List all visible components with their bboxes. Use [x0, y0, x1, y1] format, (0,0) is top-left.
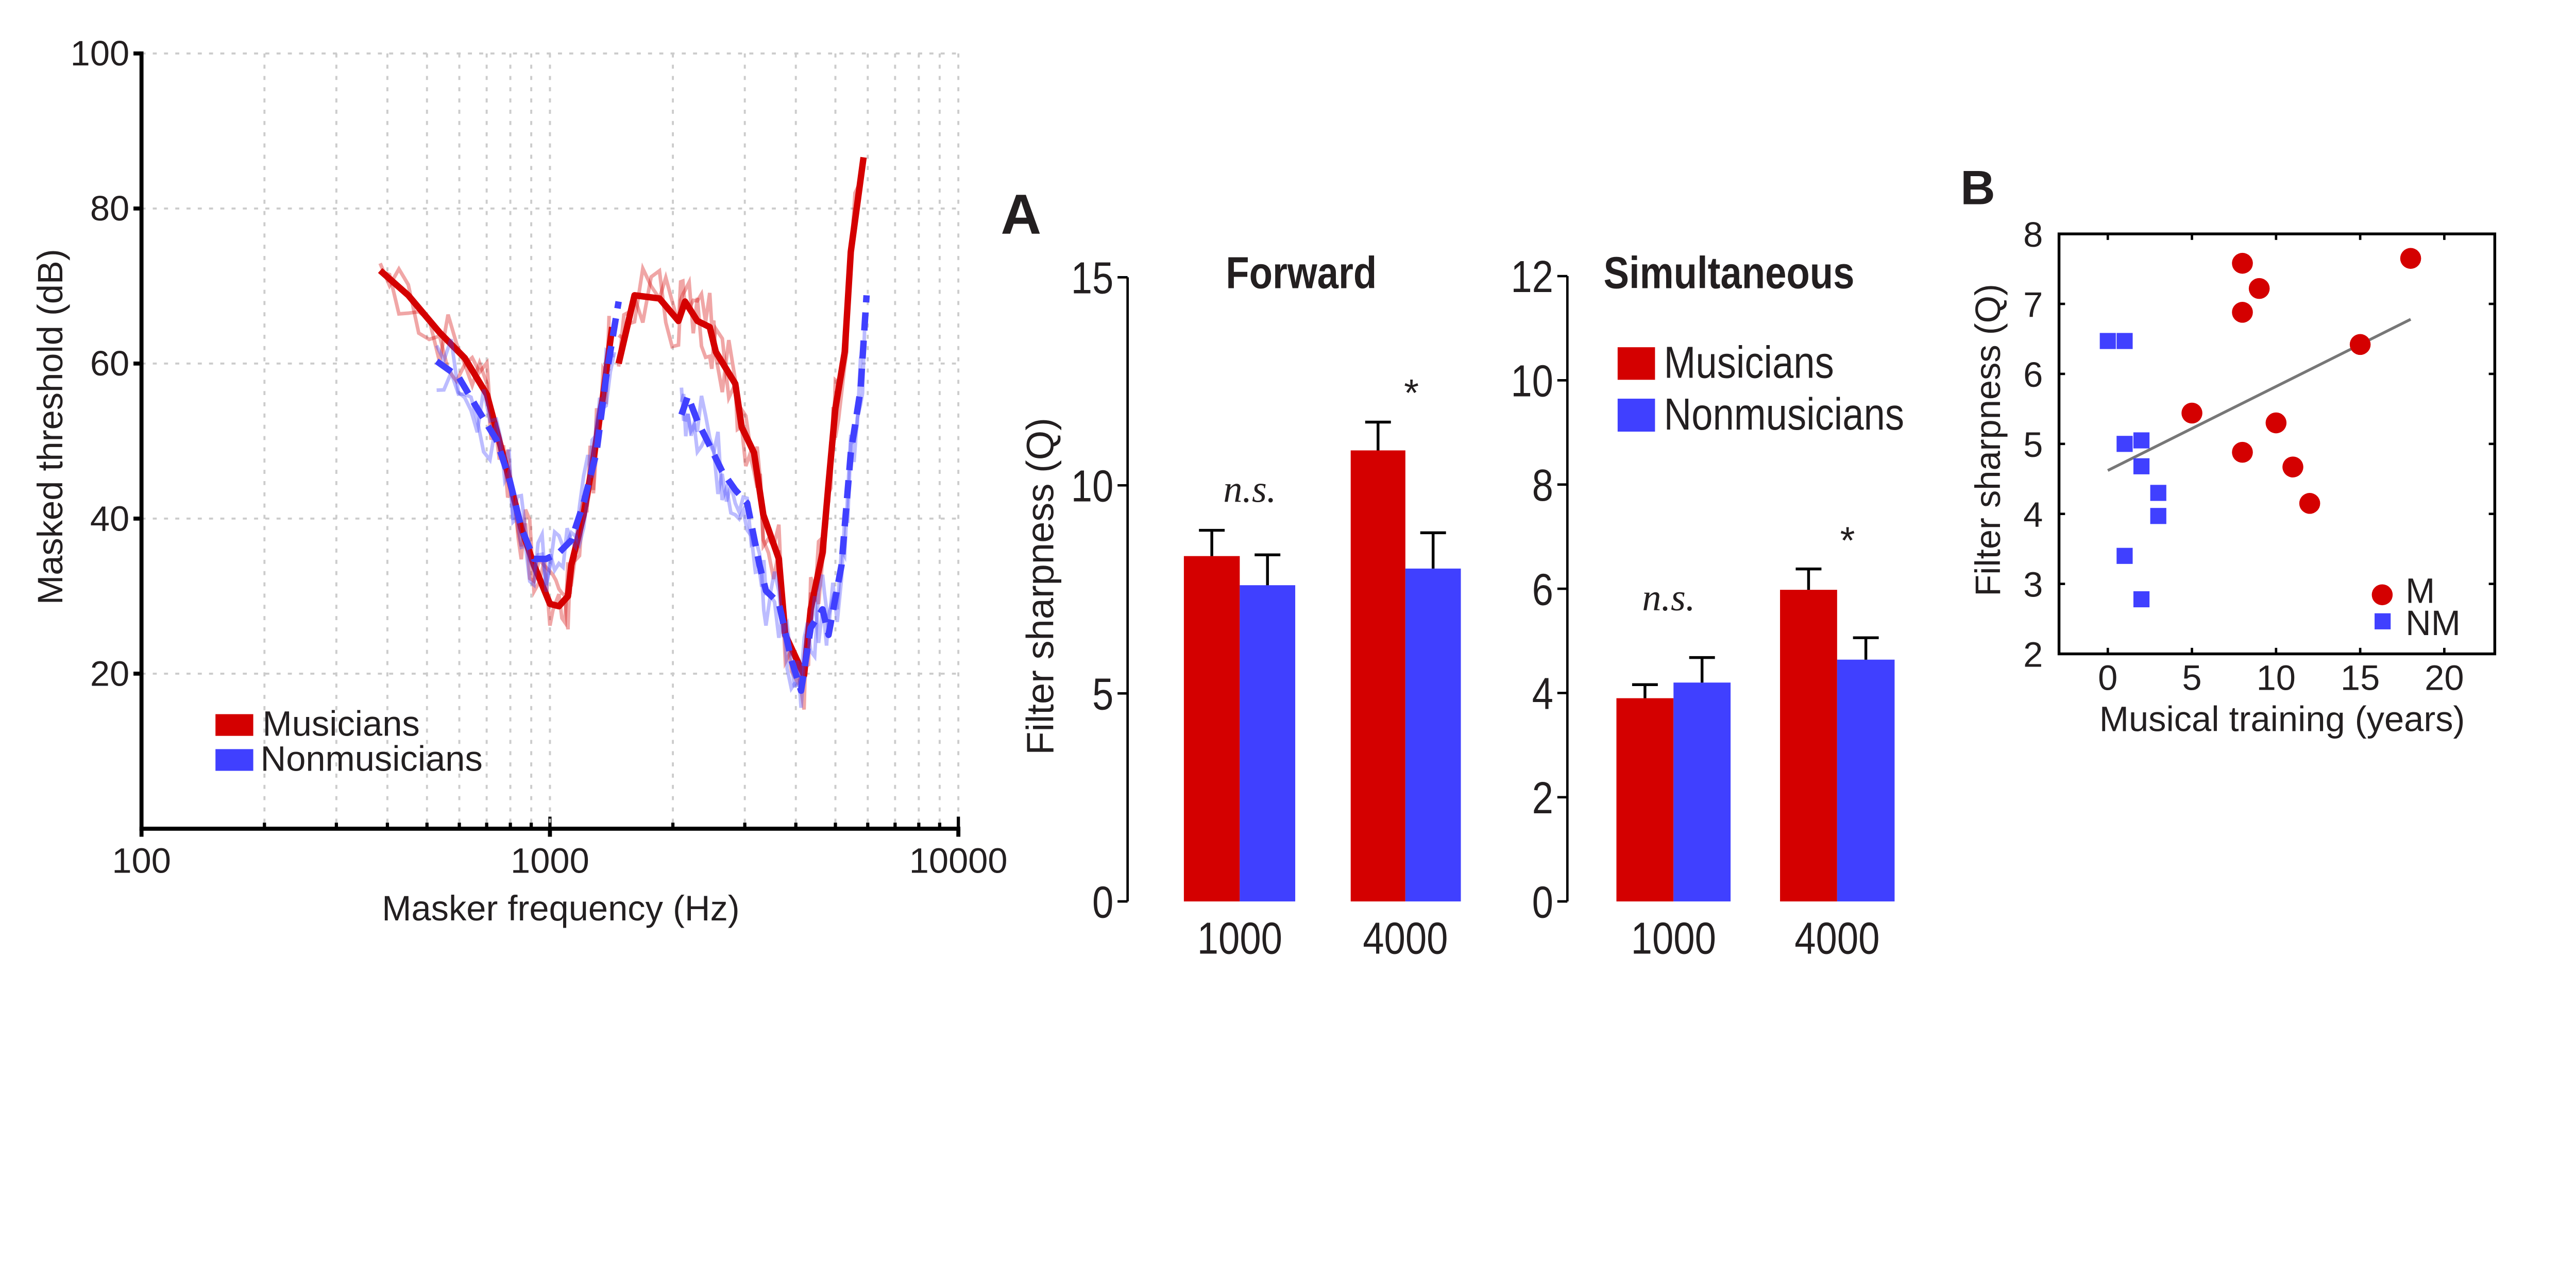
legend-label-nm: NM	[2405, 603, 2461, 643]
panel-label-a: A	[1001, 183, 1041, 246]
legend-swatch-nonmusicians	[1617, 399, 1655, 432]
x-tick-label: 10	[2257, 658, 2296, 698]
bar-musicians-1000	[1183, 556, 1240, 902]
bar-musicians-1000	[1616, 698, 1674, 902]
point-nonmusician	[2099, 333, 2116, 349]
y-tick-label: 8	[2023, 215, 2043, 254]
y-tick-label: 6	[1532, 565, 1553, 615]
y-tick-label: 10	[1071, 461, 1114, 511]
y-tick-label: 0	[1532, 878, 1553, 928]
musicians-individual-trace	[617, 185, 861, 710]
y-tick-label: 5	[1092, 670, 1113, 720]
point-musician	[2232, 302, 2253, 323]
bar-nonmusicians-1000	[1240, 585, 1296, 902]
significance-ns: n.s.	[1223, 469, 1276, 511]
legend-label-nonmusicians: Nonmusicians	[1664, 390, 1904, 440]
y-tick-label: 8	[1532, 460, 1553, 510]
x-tick-label: 10000	[909, 841, 1008, 881]
y-tick-label: 4	[1532, 669, 1553, 719]
legend-swatch-nonmusicians	[215, 749, 253, 771]
point-nonmusician	[2133, 432, 2150, 449]
legend-label-musicians: Musicians	[263, 704, 420, 744]
bar-nonmusicians-4000	[1837, 659, 1895, 902]
y-tick-label: 60	[90, 344, 129, 383]
y-tick-label: 2	[2023, 635, 2043, 674]
x-tick-label: 0	[2098, 658, 2117, 698]
x-tick-label: 1000	[511, 841, 589, 881]
panel-label-b: B	[1960, 160, 1995, 214]
y-axis-label: Filter sharpness (Q)	[1968, 284, 2008, 596]
x-axis-label: Musical training (years)	[2099, 699, 2465, 739]
y-tick-label: 10	[1511, 356, 1553, 406]
nonmusicians-mean-line	[434, 301, 622, 562]
bar-nonmusicians-1000	[1673, 682, 1731, 902]
musicians-mean-line	[615, 157, 867, 679]
x-tick-label: 1000	[1631, 914, 1716, 964]
point-musician	[2248, 278, 2270, 299]
point-musician	[2349, 334, 2371, 355]
y-axis-label: Filter sharpness (Q)	[1019, 418, 1061, 755]
point-nonmusician	[2116, 333, 2133, 349]
x-tick-label: 4000	[1794, 914, 1879, 964]
point-musician	[2282, 456, 2303, 477]
musicians-individual-trace	[378, 262, 611, 630]
legend-label-m: M	[2405, 571, 2435, 610]
y-tick-label: 4	[2023, 495, 2043, 535]
point-musician	[2265, 412, 2287, 434]
chart-title: Simultaneous	[1603, 248, 1854, 298]
x-tick-label: 4000	[1363, 914, 1448, 964]
x-tick-label: 20	[2425, 658, 2464, 698]
legend-label-musicians: Musicians	[1664, 338, 1834, 388]
nonmusicians-individual-trace	[680, 350, 865, 693]
point-nonmusician	[2133, 458, 2150, 474]
point-nonmusician	[2150, 485, 2166, 501]
point-nonmusician	[2133, 591, 2150, 608]
point-musician	[2232, 441, 2253, 463]
point-nonmusician	[2116, 436, 2133, 452]
bar-musicians-4000	[1780, 590, 1837, 902]
y-tick-label: 20	[90, 654, 129, 693]
x-tick-label: 15	[2341, 658, 2380, 698]
significance-star: *	[1404, 371, 1419, 414]
y-tick-label: 3	[2023, 565, 2043, 605]
point-musician	[2232, 252, 2253, 274]
legend-label-nonmusicians: Nonmusicians	[261, 739, 483, 779]
point-musician	[2181, 402, 2202, 424]
bar-nonmusicians-4000	[1405, 568, 1461, 902]
legend-swatch-musicians	[215, 714, 253, 736]
y-tick-label: 2	[1532, 773, 1553, 823]
legend-marker-m	[2371, 584, 2393, 606]
x-axis-label: Masker frequency (Hz)	[382, 888, 739, 928]
bar-musicians-4000	[1350, 450, 1405, 902]
y-tick-label: 7	[2023, 285, 2043, 324]
significance-ns: n.s.	[1642, 577, 1695, 619]
y-tick-label: 5	[2023, 425, 2043, 465]
point-nonmusician	[2150, 508, 2166, 524]
x-axis-label: CF (Hz)	[1689, 980, 1823, 987]
x-axis-label: CF (Hz)	[1251, 980, 1385, 987]
chart-title: Forward	[1226, 248, 1377, 298]
y-tick-label: 12	[1511, 252, 1553, 302]
x-tick-label: 1000	[1197, 914, 1282, 964]
x-tick-label: 5	[2182, 658, 2201, 698]
y-tick-label: 80	[90, 189, 129, 228]
x-tick-label: 100	[112, 841, 171, 881]
legend-marker-nm	[2375, 613, 2391, 629]
nonmusicians-mean-line	[678, 295, 870, 694]
point-musician	[2400, 248, 2421, 269]
y-tick-label: 15	[1071, 253, 1114, 303]
point-musician	[2299, 493, 2320, 514]
y-tick-label: 100	[71, 33, 130, 73]
legend-swatch-musicians	[1617, 347, 1655, 380]
y-tick-label: 6	[2023, 355, 2043, 395]
y-axis-label: Masked threshold (dB)	[30, 249, 70, 605]
significance-star: *	[1840, 519, 1855, 561]
y-tick-label: 0	[1092, 878, 1113, 928]
y-tick-label: 40	[90, 499, 129, 538]
point-nonmusician	[2116, 548, 2133, 564]
